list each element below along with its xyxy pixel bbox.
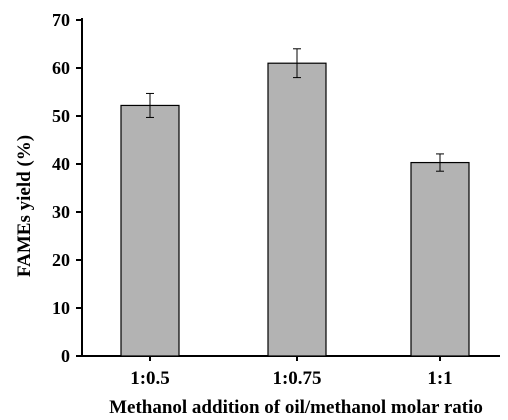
bar (410, 161, 470, 357)
bars (120, 48, 470, 357)
y-tick-label: 20 (52, 250, 70, 270)
x-tick-label: 1:0.75 (272, 368, 321, 389)
y-tick-label: 10 (52, 298, 70, 318)
x-tick-label: 1:0.5 (130, 368, 170, 389)
bar (267, 62, 327, 357)
y-tick-label: 70 (52, 10, 70, 30)
bar (120, 104, 180, 357)
y-axis-label: FAMEs yield (%) (14, 135, 35, 277)
y-tick-label: 40 (52, 154, 70, 174)
y-tick-label: 60 (52, 58, 70, 78)
y-tick-label: 30 (52, 202, 70, 222)
ticks: 0 10 20 30 40 50 60 70 1:0.5 1:0.75 1:1 (52, 10, 453, 389)
y-tick-label: 0 (61, 346, 70, 366)
y-tick-label: 50 (52, 106, 70, 126)
x-tick-label: 1:1 (427, 368, 452, 389)
x-axis-label: Methanol addition of oil/methanol molar … (109, 397, 483, 418)
